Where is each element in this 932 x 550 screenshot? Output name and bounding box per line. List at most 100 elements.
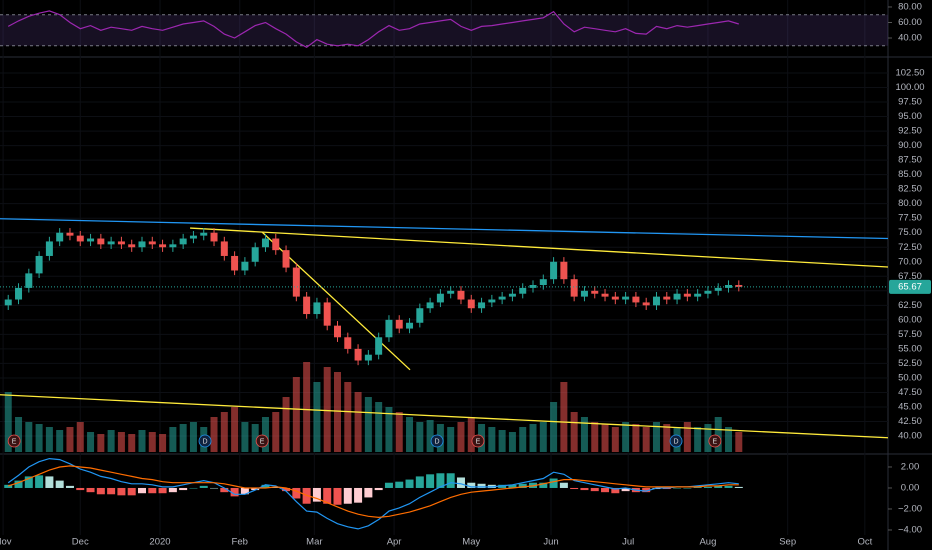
volume-bar	[97, 434, 105, 452]
y-tick-label: 102.50	[895, 68, 924, 79]
event-marker	[471, 434, 485, 448]
macd-histogram-bar	[539, 482, 548, 488]
candle-body	[87, 238, 95, 242]
macd-histogram-bar	[590, 487, 599, 492]
candle-body	[159, 244, 167, 248]
candle-body	[261, 238, 269, 248]
volume-bar	[406, 417, 414, 452]
event-marker	[708, 434, 722, 448]
macd-histogram-bar	[230, 487, 239, 497]
y-tick-label: 57.50	[898, 329, 922, 340]
macd-histogram-bar	[384, 482, 393, 488]
volume-bar	[251, 424, 259, 452]
candle-body	[611, 296, 619, 300]
macd-histogram-bar	[179, 487, 188, 491]
volume-bar	[725, 427, 733, 452]
macd-histogram-bar	[364, 487, 373, 498]
macd-histogram-bar	[55, 480, 64, 488]
volume-bar	[714, 417, 722, 452]
volume-bar	[220, 412, 228, 452]
macd-histogram-bar	[426, 474, 435, 488]
volume-bar	[570, 412, 578, 452]
candle-body	[694, 293, 702, 297]
candle-body	[529, 285, 537, 288]
trend-line	[0, 394, 889, 439]
candle-body	[364, 354, 372, 361]
y-tick-label: 82.50	[898, 184, 922, 195]
candle-body	[241, 261, 249, 271]
candle-body	[231, 255, 239, 271]
macd-histogram-bar	[76, 487, 85, 491]
volume-bar	[138, 430, 146, 452]
volume-bar	[354, 392, 362, 452]
macd-histogram-bar	[323, 487, 332, 504]
volume-bar	[334, 372, 342, 452]
macd-tick-label: −2.00	[898, 503, 922, 514]
volume-bar	[231, 407, 239, 452]
candle-body	[725, 285, 733, 288]
macd-histogram-bar	[282, 487, 291, 492]
volume-bar	[25, 422, 33, 452]
volume-bar	[488, 427, 496, 452]
macd-histogram-bar	[570, 487, 579, 490]
volume-bar	[704, 424, 712, 452]
candle-body	[652, 296, 660, 306]
macd-histogram-bar	[24, 476, 33, 488]
volume-bar	[282, 397, 290, 452]
candle-body	[632, 296, 640, 303]
y-tick-label: 100.00	[895, 82, 924, 93]
y-tick-label: 92.50	[898, 126, 922, 137]
last-price-label: 65.67	[898, 281, 922, 292]
candle-body	[220, 241, 228, 256]
last-price-badge	[889, 279, 931, 294]
volume-bar	[683, 422, 691, 452]
macd-histogram-bar	[127, 487, 136, 496]
volume-bar	[323, 367, 331, 452]
volume-bar	[117, 432, 125, 452]
y-tick-label: 60.00	[898, 314, 922, 325]
macd-line	[7, 457, 739, 530]
candle-body	[406, 322, 414, 329]
candle-body	[539, 279, 547, 286]
candle-body	[622, 296, 630, 300]
volume-bar	[261, 417, 269, 452]
y-tick-label: 95.00	[898, 111, 922, 122]
volume-bar	[4, 392, 12, 452]
candle-body	[169, 244, 177, 248]
volume-bar	[642, 427, 650, 452]
y-tick-label: 90.00	[898, 140, 922, 151]
candle-body	[560, 261, 568, 280]
y-tick-label: 72.50	[898, 242, 922, 253]
macd-histogram-bar	[703, 486, 712, 488]
volume-bar	[508, 432, 516, 452]
candle-body	[138, 241, 146, 248]
volume-bar	[663, 424, 671, 452]
event-label: E	[260, 438, 265, 445]
macd-histogram-bar	[86, 487, 95, 493]
candle-body	[550, 261, 558, 280]
macd-histogram-bar	[374, 487, 383, 491]
macd-histogram-bar	[395, 481, 404, 488]
volume-bar	[550, 402, 558, 452]
macd-histogram-bar	[621, 487, 630, 492]
y-tick-label: 75.00	[898, 227, 922, 238]
volume-bar	[580, 417, 588, 452]
candle-body	[457, 290, 465, 300]
volume-bar	[179, 424, 187, 452]
candle-body	[313, 302, 321, 315]
candle-body	[15, 287, 23, 300]
volume-bar	[66, 427, 74, 452]
y-tick-label: 55.00	[898, 343, 922, 354]
x-tick-label: Mar	[306, 537, 322, 548]
volume-bar	[159, 434, 167, 452]
macd-histogram-bar	[158, 487, 167, 494]
event-label: D	[202, 438, 207, 445]
macd-histogram-bar	[261, 484, 270, 488]
candle-body	[580, 290, 588, 297]
volume-bar	[76, 422, 84, 452]
candle-body	[478, 302, 486, 309]
candle-body	[97, 238, 105, 245]
macd-histogram-bar	[107, 487, 116, 495]
macd-histogram-bar	[734, 486, 743, 488]
